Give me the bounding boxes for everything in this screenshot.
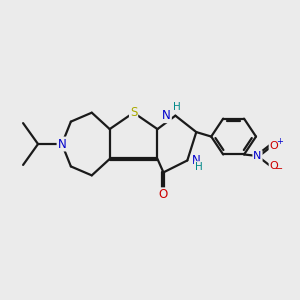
Text: O: O	[269, 140, 278, 151]
Text: +: +	[276, 137, 283, 146]
Text: H: H	[195, 162, 203, 172]
Text: N: N	[162, 109, 171, 122]
Text: O: O	[269, 161, 278, 171]
Text: O: O	[159, 188, 168, 201]
Text: N: N	[192, 154, 201, 167]
Text: −: −	[275, 164, 284, 174]
Text: S: S	[130, 106, 137, 119]
Text: N: N	[253, 151, 262, 161]
Text: H: H	[173, 102, 181, 112]
Text: N: N	[58, 137, 66, 151]
